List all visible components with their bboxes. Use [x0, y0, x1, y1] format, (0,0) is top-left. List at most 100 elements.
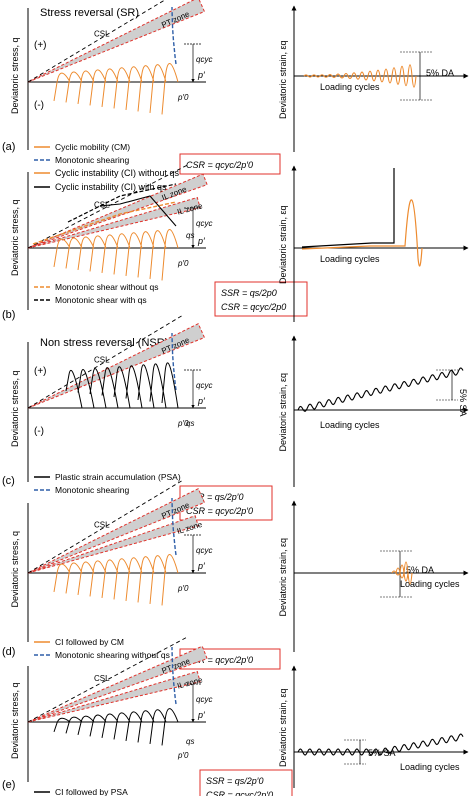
zone-2-band [27, 196, 201, 249]
zone-1-band [27, 322, 206, 409]
panel-letter: (a) [2, 141, 15, 153]
zone-2-band [27, 515, 199, 574]
amp-label: 5% SA [458, 389, 468, 417]
formula-line-0: CSR = qcyc/2p′0 [186, 655, 253, 665]
cyclic-stress-path [53, 229, 179, 281]
strain-without-qs [301, 199, 423, 267]
monotonic-curve [171, 498, 177, 556]
qcyc-label: qcyc [196, 695, 212, 704]
formula-line-0: SSR = qs/2p′0 [206, 776, 263, 786]
p0-label: p′0 [177, 93, 189, 102]
formula-border [214, 281, 308, 317]
strain-axis-label: Deviatoric strain, εq [278, 538, 288, 617]
qcyc-label: qcyc [196, 546, 212, 555]
formula-line-1: CSR = qcyc/2p′0 [206, 790, 273, 796]
zone-1-band [27, 0, 206, 83]
panel-heading: Non stress reversal (NSR) [40, 337, 168, 349]
p-axis-label: p′ [197, 710, 205, 720]
p0-label: p′0 [177, 259, 189, 268]
p-axis-label: p′ [197, 561, 205, 571]
legend-text-1: Monotonic shearing without qs [55, 650, 170, 660]
strain-axis-label: Deviatoric strain, εq [278, 205, 288, 284]
formula-line-0: CSR = qcyc/2p′0 [186, 160, 253, 170]
panel-1: Deviatoric stress, q p′ Stress reversal (S… [2, 0, 469, 175]
stress-axis-label: Deviatoric stress, q [10, 531, 20, 608]
amp-label: 5% DA [426, 68, 454, 78]
zone-2-band [27, 670, 201, 723]
negative-sign: (-) [34, 426, 44, 437]
csl-line [27, 315, 183, 409]
legend-text-1: Monotonic shearing [55, 485, 129, 495]
strain-axis-label: Deviatoric strain, εq [278, 373, 288, 452]
formula-box: SSR = qs/2p′0 CSR = qcyc/2p′0 [179, 485, 273, 521]
formula-border [199, 769, 293, 796]
legend-text-0: Monotonic shear without qs [55, 282, 158, 292]
legend-text-0: Cyclic mobility (CM) [55, 142, 130, 152]
legend-text-1: Monotonic shear with qs [55, 295, 147, 305]
formula-line-1: CSR = qcyc/2p′0 [186, 506, 253, 516]
p0-label: p′0 [177, 419, 189, 428]
csl-line [27, 480, 183, 574]
p-axis-label: p′ [197, 70, 205, 80]
strain-axis-label: Deviatoric strain, εq [278, 40, 288, 119]
csl-label: CSL [94, 29, 110, 38]
positive-sign: (+) [34, 366, 47, 377]
p0-label: p′0 [177, 584, 189, 593]
csl-label: CSL [94, 674, 110, 683]
stress-axis-label: Deviatoric stress, q [10, 682, 20, 759]
formula-line-0: SSR = qs/2p′0 [186, 492, 243, 502]
loading-cycles-label: Loading cycles [400, 762, 460, 772]
monotonic-curve [171, 333, 177, 391]
loading-cycles-label: Loading cycles [320, 82, 380, 92]
cyclic-stress-path [53, 708, 179, 746]
stress-axis-label: Deviatoric stress, q [10, 37, 20, 114]
legend-text-0: CI followed by CM [55, 637, 124, 647]
legend-top-text-1: Cyclic instability (CI) with qs [55, 182, 167, 192]
zone-1-band [27, 487, 206, 574]
stress-axis-label: Deviatoric stress, q [10, 199, 20, 276]
monotonic-without-qs [32, 201, 177, 245]
panel-letter: (c) [2, 475, 15, 487]
qs-label: qs [186, 231, 194, 240]
positive-sign: (+) [34, 40, 47, 51]
p-axis-label: p′ [197, 236, 205, 246]
qs-label: qs [186, 419, 194, 428]
panel-heading: Stress reversal (SR) [40, 7, 139, 19]
monotonic-curve [171, 7, 177, 65]
loading-cycles-label: Loading cycles [400, 579, 460, 589]
panel-letter: (b) [2, 309, 15, 321]
loading-cycles-label: Loading cycles [320, 420, 380, 430]
qs-label: qs [186, 737, 194, 746]
strain-axis-label: Deviatoric strain, εq [278, 688, 288, 767]
cyclic-stress-path [53, 63, 179, 115]
formula-line-1: CSR = qcyc/2p0 [221, 302, 286, 312]
panel-3: Deviatoric stress, q p′ Non stress reversa… [2, 315, 469, 521]
cyclic-stress-path [53, 554, 179, 606]
cyclic-with-qs-path [99, 195, 177, 227]
strain-curve [297, 367, 464, 412]
legend-text-0: Plastic strain accumulation (PSA) [55, 472, 181, 482]
csl-label: CSL [94, 355, 110, 364]
qcyc-label: qcyc [196, 219, 212, 228]
monotonic-curve [171, 647, 177, 705]
csl-line [27, 636, 188, 723]
cyclic-stress-path [65, 362, 179, 409]
strain-curve [297, 733, 464, 756]
strain-curve [303, 64, 417, 88]
loading-cycles-label: Loading cycles [320, 254, 380, 264]
panel-letter: (d) [2, 646, 15, 658]
formula-line-0: SSR = qs/2p0 [221, 288, 277, 298]
p0-label: p′0 [177, 751, 189, 760]
legend-text-1: Monotonic shearing [55, 155, 129, 165]
monotonic-with-qs [67, 183, 177, 223]
legend-top-text-0: Cyclic instability (CI) without qs [55, 168, 180, 178]
qcyc-label: qcyc [196, 381, 212, 390]
strain-curve [391, 561, 413, 585]
strain-with-qs [301, 168, 395, 248]
formula-box: SSR = qs/2p0 CSR = qcyc/2p0 [214, 281, 308, 317]
qcyc-label: qcyc [196, 55, 212, 64]
legend-text-0: CI followed by PSA [55, 787, 128, 796]
